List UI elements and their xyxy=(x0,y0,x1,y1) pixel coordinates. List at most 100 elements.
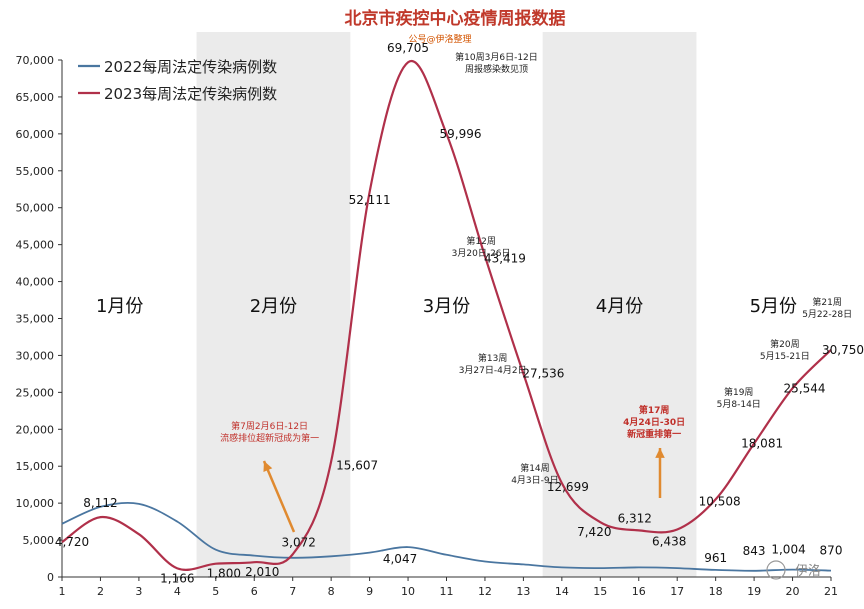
data-label: 25,544 xyxy=(784,381,826,395)
note-week10: 周报感染数见顶 xyxy=(465,63,528,75)
x-tick-label: 19 xyxy=(747,585,761,598)
data-label: 69,705 xyxy=(387,41,429,55)
series-lines xyxy=(61,59,832,572)
y-tick-label: 25,000 xyxy=(16,386,55,399)
data-label: 10,508 xyxy=(699,494,741,508)
x-tick-label: 12 xyxy=(478,585,492,598)
arrow-week17-head xyxy=(655,448,665,458)
x-tick-label: 17 xyxy=(670,585,684,598)
y-tick-label: 45,000 xyxy=(16,239,55,252)
month-label: 1月份 xyxy=(96,296,143,317)
note-week10: 第10周3月6日-12日 xyxy=(455,51,538,63)
series-line-2022 xyxy=(61,501,832,572)
y-tick-label: 0 xyxy=(47,571,54,584)
note-week19: 5月8-14日 xyxy=(717,399,761,410)
data-label: 8,112 xyxy=(83,496,117,510)
y-tick-label: 65,000 xyxy=(16,91,55,104)
arrow-week7-head xyxy=(263,461,273,472)
y-tick-label: 35,000 xyxy=(16,313,55,326)
note-week14: 4月3日-9日 xyxy=(511,475,558,486)
chart-subtitle: 公号@伊洛整理 xyxy=(408,33,471,45)
x-tick-label: 20 xyxy=(786,585,800,598)
data-label: 2,010 xyxy=(245,565,279,579)
y-tick-label: 55,000 xyxy=(16,165,55,178)
y-tick-label: 60,000 xyxy=(16,128,55,141)
note-week17: 新冠重排第一 xyxy=(627,428,681,440)
x-tick-label: 13 xyxy=(516,585,530,598)
data-label: 18,081 xyxy=(741,436,783,450)
legend: 2022每周法定传染病例数 2023每周法定传染病例数 xyxy=(78,58,277,103)
data-label: 1,166 xyxy=(160,571,194,585)
x-tick-label: 7 xyxy=(289,585,296,598)
note-week19: 第19周 xyxy=(724,386,753,398)
note-week7: 流感排位超新冠成为第一 xyxy=(220,432,319,444)
y-tick-label: 40,000 xyxy=(16,276,55,289)
series-line-2023 xyxy=(61,59,832,571)
data-label: 843 xyxy=(743,544,766,558)
y-tick-label: 15,000 xyxy=(16,460,55,473)
note-week13: 第13周 xyxy=(478,352,507,364)
x-tick-label: 21 xyxy=(824,585,838,598)
arrow-week7-shaft xyxy=(262,460,296,533)
data-label: 7,420 xyxy=(577,525,611,539)
data-label: 12,699 xyxy=(547,480,589,494)
data-label: 870 xyxy=(820,544,843,558)
x-tick-label: 9 xyxy=(366,585,373,598)
watermark-icon xyxy=(766,560,786,580)
note-week14: 第14周 xyxy=(520,462,549,474)
data-label: 15,607 xyxy=(336,459,378,473)
y-tick-label: 5,000 xyxy=(23,534,55,547)
data-label: 4,720 xyxy=(55,535,89,549)
note-week13: 3月27日-4月2日 xyxy=(459,365,527,376)
data-label: 52,111 xyxy=(349,193,391,207)
note-week7: 第7周2月6日-12日 xyxy=(231,420,308,432)
x-tick-label: 14 xyxy=(555,585,569,598)
data-label: 6,438 xyxy=(652,534,686,548)
x-tick-label: 10 xyxy=(401,585,415,598)
x-tick-label: 16 xyxy=(632,585,646,598)
month-band-2 xyxy=(542,32,697,577)
month-bands xyxy=(196,32,697,577)
data-label: 27,536 xyxy=(522,367,564,381)
chart-title: 北京市疾控中心疫情周报数据 xyxy=(345,8,566,29)
x-tick-label: 4 xyxy=(174,585,181,598)
y-tick-label: 10,000 xyxy=(16,497,55,510)
x-tick-label: 15 xyxy=(593,585,607,598)
watermark-text: 伊洛 xyxy=(795,564,821,579)
y-tick-label: 30,000 xyxy=(16,349,55,362)
data-label: 1,800 xyxy=(207,567,241,581)
data-label: 3,072 xyxy=(282,535,316,549)
data-label: 961 xyxy=(704,551,727,565)
data-label: 1,004 xyxy=(771,543,805,557)
month-label: 3月份 xyxy=(423,296,470,317)
y-tick-label: 20,000 xyxy=(16,423,55,436)
data-labels: 4,720 8,112 1,166 1,800 2,010 3,072 15,607 52,1… xyxy=(55,41,864,585)
note-week20: 第20周 xyxy=(770,338,799,350)
data-label: 43,419 xyxy=(484,251,526,265)
x-tick-label: 5 xyxy=(212,585,219,598)
month-label: 5月份 xyxy=(750,296,797,317)
x-tick-label: 8 xyxy=(328,585,335,598)
note-week17: 4月24日-30日 xyxy=(623,417,685,428)
data-label: 4,047 xyxy=(383,552,417,566)
data-label: 6,312 xyxy=(618,511,652,525)
data-label: 30,750 xyxy=(822,343,864,357)
note-week12: 第12周 xyxy=(466,235,495,247)
x-tick-label: 6 xyxy=(251,585,258,598)
x-tick-label: 3 xyxy=(135,585,142,598)
month-label: 4月份 xyxy=(596,296,643,317)
x-tick-label: 11 xyxy=(440,585,454,598)
y-tick-label: 50,000 xyxy=(16,202,55,215)
legend-label-2022: 2022每周法定传染病例数 xyxy=(104,58,277,76)
x-tick-label: 2 xyxy=(97,585,104,598)
month-label: 2月份 xyxy=(250,296,297,317)
note-week12: 3月20日-26日 xyxy=(452,248,511,259)
annotations: 第10周3月6日-12日周报感染数见顶第12周3月20日-26日第13周3月27… xyxy=(220,51,852,580)
data-label: 59,996 xyxy=(440,127,482,141)
note-week17: 第17周 xyxy=(639,404,670,416)
axes: 0 5,000 10,000 15,000 20,000 25,000 30,000 35,0… xyxy=(16,54,839,598)
y-tick-label: 70,000 xyxy=(16,54,55,67)
note-week21: 第21周 xyxy=(812,296,841,308)
x-tick-label: 18 xyxy=(709,585,723,598)
